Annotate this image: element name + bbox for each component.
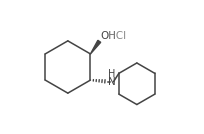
Text: H: H xyxy=(108,69,115,79)
Text: N: N xyxy=(108,77,116,87)
Text: OH: OH xyxy=(100,31,116,41)
Polygon shape xyxy=(90,40,101,54)
Text: HCl: HCl xyxy=(108,31,126,41)
